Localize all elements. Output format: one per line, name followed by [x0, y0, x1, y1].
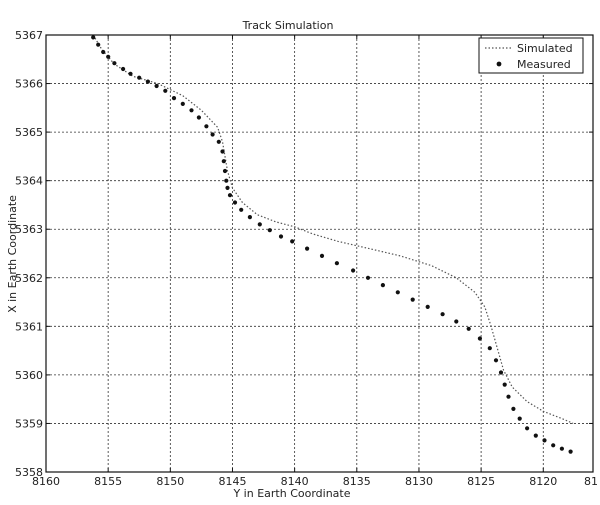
measured-point — [559, 446, 565, 451]
simulated-series-line — [92, 34, 574, 424]
measured-point — [196, 115, 201, 120]
measured-point — [154, 83, 159, 89]
measured-point — [365, 275, 371, 280]
measured-point — [216, 139, 221, 144]
x-tick-label: 8145 — [218, 475, 246, 488]
measured-point — [145, 79, 150, 84]
measured-point — [227, 193, 233, 198]
y-tick-label: 5361 — [15, 320, 43, 333]
y-tick-label: 5359 — [15, 417, 43, 430]
measured-point — [91, 35, 96, 40]
y-axis-title: X in Earth Coordinate — [6, 195, 19, 313]
measured-point — [96, 42, 101, 47]
measured-point — [204, 124, 209, 129]
measured-point — [425, 304, 430, 309]
measured-point — [121, 66, 126, 72]
y-tick-label: 5360 — [15, 369, 43, 382]
ticks-layer: 8160 8155 8150 8145 8140 8135 8130 8125 8120 81 53… — [15, 29, 598, 488]
measured-point — [239, 207, 244, 212]
measured-point — [221, 159, 226, 164]
x-tick-label: 8160 — [32, 475, 60, 488]
x-tick-label: 8155 — [94, 475, 122, 488]
measured-point — [410, 297, 415, 302]
measured-point — [351, 268, 356, 273]
x-tick-label: 8135 — [343, 475, 371, 488]
x-tick-label: 8125 — [467, 475, 495, 488]
measured-point — [220, 149, 225, 154]
measured-point — [568, 449, 573, 454]
measured-point — [222, 168, 228, 174]
legend: Simulated Measured — [478, 37, 584, 74]
measured-point — [224, 178, 229, 183]
x-tick-label: 8140 — [281, 475, 309, 488]
measured-point — [319, 253, 325, 258]
measured-point — [334, 261, 339, 266]
measured-point — [232, 200, 238, 205]
measured-point — [493, 358, 499, 363]
legend-measured-swatch — [496, 61, 502, 67]
measured-point — [506, 394, 511, 399]
measured-point — [225, 185, 230, 190]
measured-point — [210, 132, 215, 137]
measured-point — [525, 426, 530, 431]
measured-point — [542, 438, 547, 443]
legend-simulated-label: Simulated — [517, 42, 573, 55]
measured-point — [180, 101, 185, 106]
measured-point — [247, 215, 252, 220]
y-tick-label: 5366 — [15, 78, 43, 91]
measured-point — [171, 96, 177, 101]
y-tick-label: 5362 — [15, 272, 43, 285]
measured-point — [477, 336, 482, 341]
grid-layer — [46, 35, 593, 472]
measured-point — [128, 71, 133, 76]
measured-point — [137, 75, 142, 80]
measured-point — [551, 443, 556, 448]
measured-point — [502, 382, 507, 387]
measured-point — [101, 49, 106, 55]
y-tick-label: 5365 — [15, 126, 43, 139]
measured-point — [454, 319, 459, 324]
measured-point — [533, 433, 538, 438]
x-tick-label: 8120 — [529, 475, 557, 488]
chart-title: Track Simulation — [242, 19, 334, 32]
x-tick-label: 81 — [584, 475, 598, 488]
measured-point — [112, 61, 117, 66]
measured-point — [487, 346, 492, 351]
y-tick-label: 5364 — [15, 175, 43, 188]
measured-point — [257, 222, 262, 227]
measured-point — [380, 283, 385, 288]
measured-point — [106, 54, 111, 59]
legend-measured-label: Measured — [517, 58, 571, 71]
measured-point — [305, 246, 310, 251]
y-tick-label: 5358 — [15, 466, 43, 479]
measured-point — [440, 312, 445, 317]
x-axis-title: Y in Earth Coordinate — [232, 487, 350, 500]
plot-frame — [45, 34, 594, 473]
y-tick-label: 5367 — [15, 29, 43, 42]
measured-point — [466, 326, 471, 331]
legend-box — [478, 37, 584, 74]
measured-point — [290, 239, 295, 244]
measured-point — [498, 370, 504, 375]
measured-point — [267, 228, 272, 233]
x-tick-label: 8130 — [405, 475, 433, 488]
series-layer — [91, 34, 574, 454]
measured-point — [163, 88, 168, 93]
y-tick-label: 5363 — [15, 223, 43, 236]
measured-point — [517, 416, 522, 421]
measured-point — [511, 406, 516, 411]
x-tick-label: 8150 — [156, 475, 184, 488]
measured-point — [278, 234, 284, 239]
measured-point — [189, 108, 194, 113]
measured-point — [395, 290, 400, 295]
